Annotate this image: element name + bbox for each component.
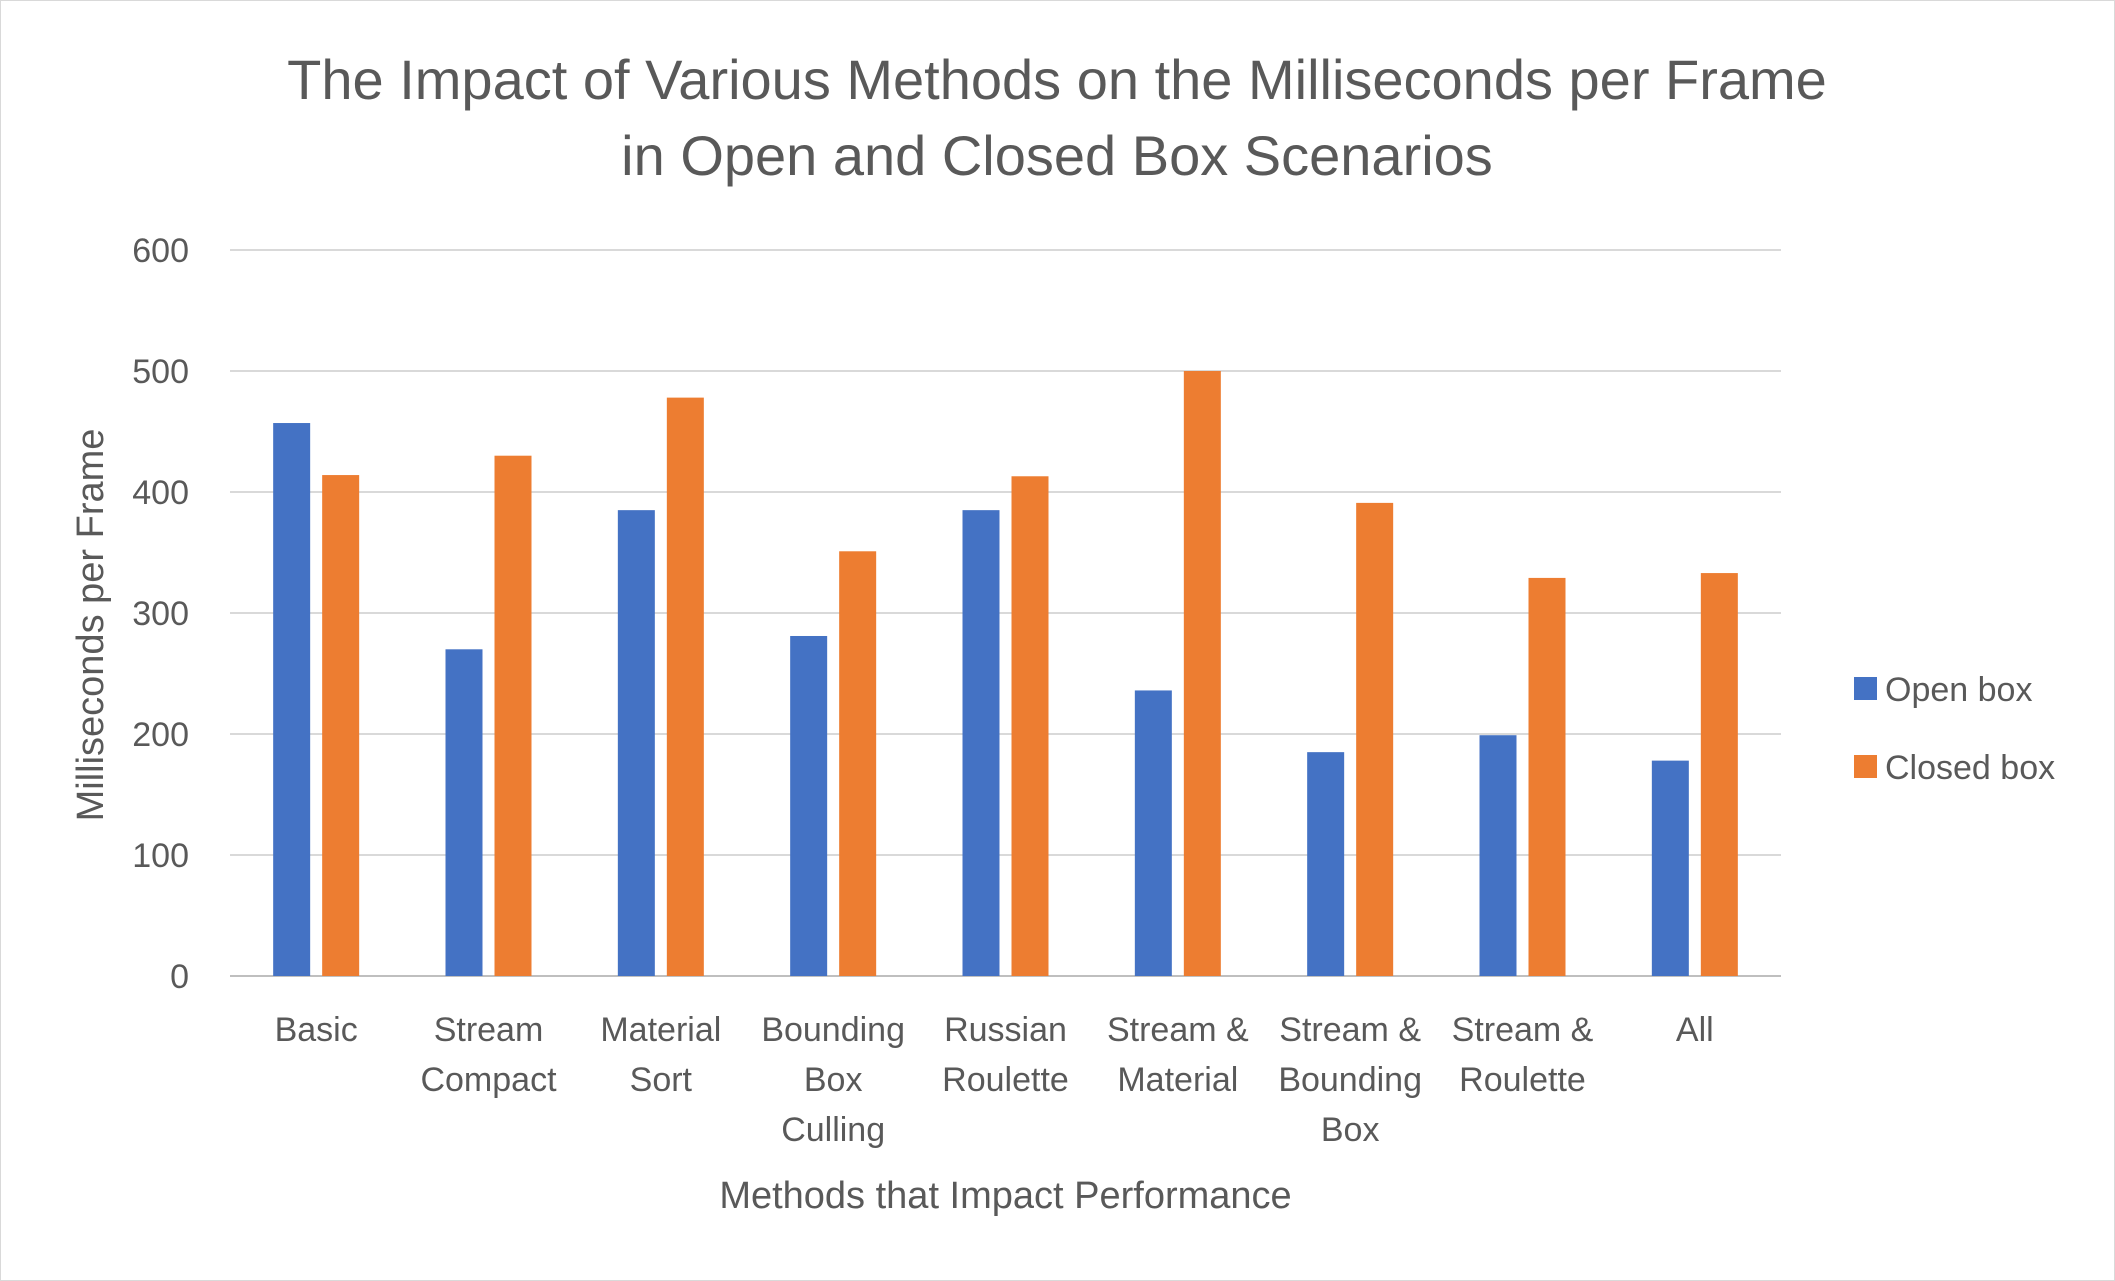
y-tick-label: 100: [132, 837, 189, 875]
bars: [273, 371, 1738, 976]
x-category-label: Stream &: [1107, 1011, 1249, 1049]
bar-open-box: [617, 510, 655, 976]
y-tick-label: 300: [132, 595, 189, 633]
y-tick-label: 400: [132, 474, 189, 512]
bar-closed-box: [1356, 502, 1394, 976]
x-category-label: Roulette: [942, 1061, 1069, 1099]
y-axis-ticks: 0 100 200 300 400 500 600: [132, 232, 189, 996]
bar-closed-box: [666, 397, 704, 976]
x-category-label: Stream &: [1452, 1011, 1594, 1049]
x-category-label: Stream &: [1279, 1011, 1421, 1049]
bar-closed-box: [1183, 371, 1221, 976]
bar-open-box: [1134, 690, 1172, 976]
bar-closed-box: [839, 551, 877, 976]
x-category-label: Bounding: [1278, 1061, 1422, 1099]
x-category-label: Bounding: [761, 1011, 905, 1049]
x-category-label: Box: [1321, 1111, 1380, 1149]
x-category-label: All: [1676, 1011, 1714, 1049]
bar-closed-box: [1700, 573, 1738, 976]
x-category-label: Material: [1117, 1061, 1238, 1099]
bar-closed-box: [494, 455, 532, 976]
bar-closed-box: [322, 475, 360, 976]
bar-open-box: [790, 635, 828, 976]
x-category-label: Russian: [944, 1011, 1067, 1049]
bar-closed-box: [1011, 476, 1049, 976]
bar-open-box: [1479, 735, 1517, 976]
x-category-label: Sort: [630, 1061, 693, 1099]
x-category-label: Box: [804, 1061, 863, 1099]
bar-open-box: [273, 423, 311, 976]
chart-title-line: The Impact of Various Methods on the Mil…: [287, 48, 1827, 111]
y-axis-title: Milliseconds per Frame: [70, 429, 112, 822]
x-axis-categories: Basic Stream Compact Material Sort Bounding Bo…: [275, 1011, 1714, 1149]
x-category-label: Material: [600, 1011, 721, 1049]
bar-open-box: [1651, 760, 1689, 976]
y-tick-label: 200: [132, 716, 189, 754]
x-category-label: Basic: [275, 1011, 358, 1049]
x-category-label: Culling: [781, 1111, 885, 1149]
bar-open-box: [1307, 752, 1345, 976]
bar-closed-box: [1528, 577, 1566, 976]
gridlines: [230, 249, 1781, 977]
x-category-label: Stream: [434, 1011, 544, 1049]
x-category-label: Roulette: [1459, 1061, 1586, 1099]
bar-open-box: [962, 510, 1000, 976]
legend-swatch: [1854, 677, 1877, 700]
legend-label: Closed box: [1885, 749, 2055, 787]
bar-open-box: [445, 649, 483, 976]
x-axis-title: Methods that Impact Performance: [719, 1175, 1291, 1217]
y-tick-label: 500: [132, 353, 189, 391]
legend-swatch: [1854, 755, 1877, 778]
y-tick-label: 600: [132, 232, 189, 270]
legend: Open box Closed box: [1854, 671, 2055, 787]
x-category-label: Compact: [420, 1061, 557, 1099]
legend-label: Open box: [1885, 671, 2032, 709]
chart-title: The Impact of Various Methods on the Mil…: [287, 48, 1827, 187]
y-tick-label: 0: [170, 958, 189, 996]
chart-title-line: in Open and Closed Box Scenarios: [621, 124, 1493, 187]
